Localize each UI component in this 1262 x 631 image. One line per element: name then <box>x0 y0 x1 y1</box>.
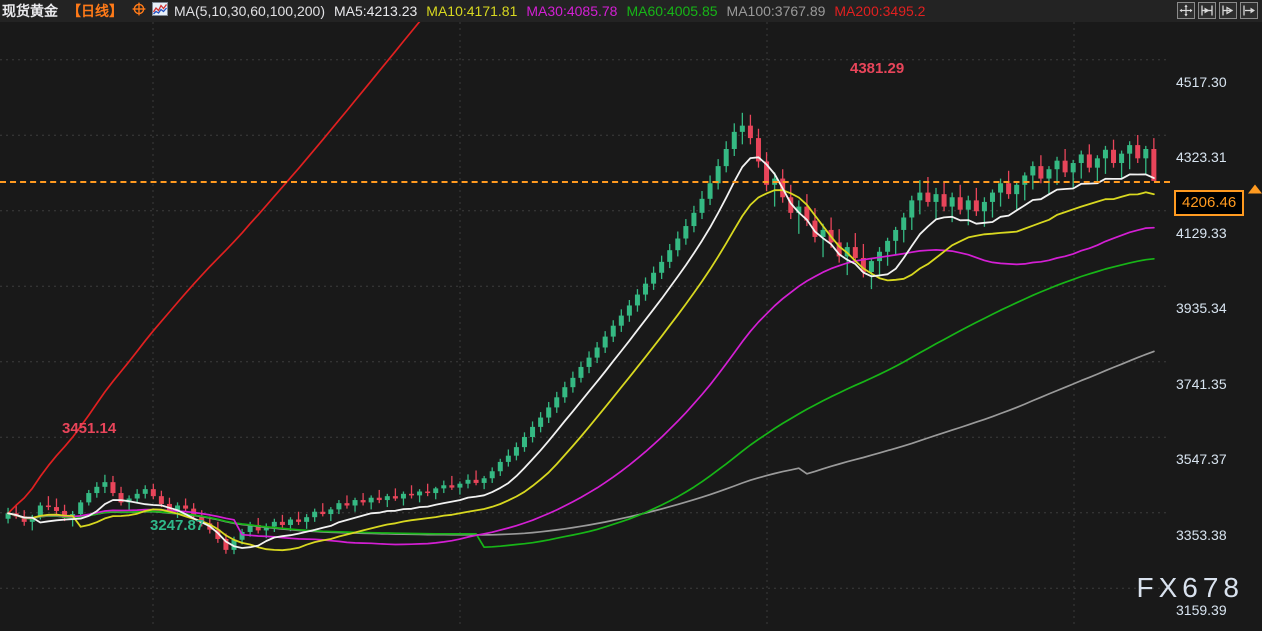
axis-label: 3159.39 <box>1176 602 1227 619</box>
ma100-legend: MA100:3767.89 <box>726 3 826 19</box>
axis-label: 3741.35 <box>1176 375 1227 392</box>
axis-label: 4129.33 <box>1176 224 1227 241</box>
current-price-arrow <box>1248 184 1262 194</box>
chart-toolbar <box>1177 2 1258 19</box>
ma60-legend: MA60:4005.85 <box>626 3 718 19</box>
zoom-out-tool-button[interactable] <box>1198 2 1216 19</box>
ma30-legend: MA30:4085.78 <box>526 3 618 19</box>
swing-high-label: 4381.29 <box>850 60 905 77</box>
ma200-legend: MA200:3495.2 <box>834 3 926 19</box>
axis-label: 4517.30 <box>1176 73 1227 90</box>
chart-plot-area[interactable]: 4381.29 3451.14 3247.87 <box>0 22 1170 626</box>
axis-label: 4323.31 <box>1176 149 1227 166</box>
price-axis[interactable]: 4517.30 4323.31 4129.33 3935.34 3741.35 … <box>1170 22 1262 626</box>
axis-label: 3353.38 <box>1176 526 1227 543</box>
ma-config-label: MA(5,10,30,60,100,200) <box>174 3 325 19</box>
shift-right-tool-button[interactable] <box>1240 2 1258 19</box>
ma5-legend: MA5:4213.23 <box>334 3 418 19</box>
crosshair-tool-button[interactable] <box>1177 2 1195 19</box>
period-label: 【日线】 <box>67 3 123 19</box>
range-low-label: 3247.87 <box>150 517 205 534</box>
zoom-in-tool-button[interactable] <box>1219 2 1237 19</box>
ma10-legend: MA10:4171.81 <box>426 3 518 19</box>
current-price-badge[interactable]: 4206.46 <box>1174 189 1245 216</box>
grid-layer <box>0 22 1170 626</box>
site-watermark: FX678 <box>1136 572 1244 603</box>
current-price-line <box>0 180 1170 183</box>
mini-chart-icon[interactable] <box>152 1 168 21</box>
axis-label: 3935.34 <box>1176 300 1227 317</box>
chart-header-bar: 现货黄金 【日线】 MA(5,10,30,60,100,200) MA5:421… <box>0 0 1262 22</box>
crosshair-target-icon[interactable] <box>132 2 146 21</box>
range-high-label: 3451.14 <box>62 420 117 437</box>
axis-label: 3547.37 <box>1176 451 1227 468</box>
symbol-title: 现货黄金 <box>2 3 58 19</box>
price-series-layer <box>5 22 1157 555</box>
